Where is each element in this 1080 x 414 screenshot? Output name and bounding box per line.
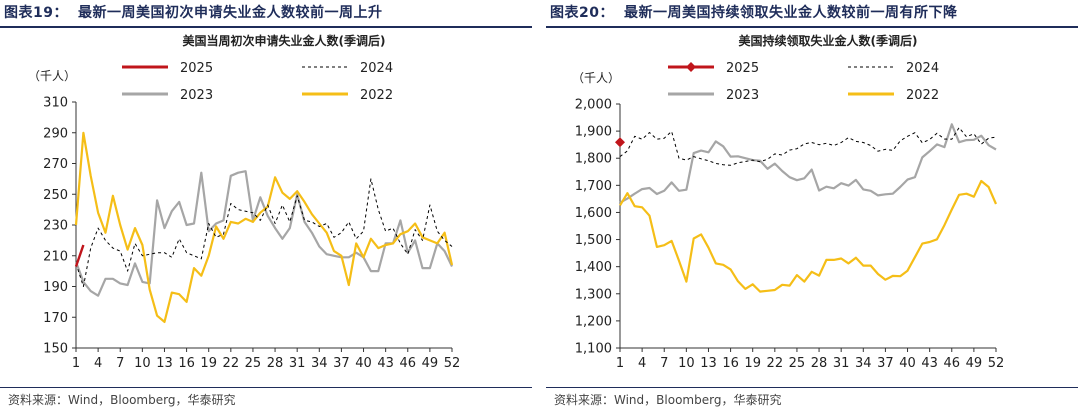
x-tick-label: 40 [355,356,372,371]
series-line-2025 [74,244,85,267]
series-line-2023 [619,123,997,204]
x-tick-label: 22 [223,356,240,371]
y-tick-label: 210 [43,249,68,264]
legend-label-2024: 2024 [360,61,393,76]
source-note: 资料来源：Wind，Bloomberg，华泰研究 [8,393,236,407]
x-tick-label: 10 [678,356,695,371]
x-tick-label: 13 [700,356,717,371]
x-tick-label: 31 [833,356,850,371]
figure-caption: 最新一周美国初次申请失业金人数较前一周上升 [77,5,383,21]
y-tick-label: 1,300 [575,287,612,302]
bottom-rule [0,387,532,388]
x-tick-label: 4 [94,356,102,371]
continuing-claims-chart: 美国持续领取失业金人数(季调后) （千人） 1,100 1,200 1,300 1,400… [572,33,1005,371]
y-tick-label: 1,900 [575,125,612,140]
legend-marker-2025 [686,62,696,72]
y-tick-label: 1,600 [575,206,612,221]
x-tick-label: 28 [811,356,828,371]
y-tick-label: 170 [43,311,68,326]
x-tick-label: 19 [200,356,217,371]
x-tick-label: 52 [444,356,461,371]
series-line-2022 [619,179,998,293]
series-line-2022 [74,131,454,323]
x-tick-label: 37 [333,356,350,371]
y-tick-label: 1,100 [575,342,612,357]
chart-panel-continuing-claims: 图表20： 最新一周美国持续领取失业金人数较前一周有所下降 美国持续领取失业金人数… [546,0,1078,414]
x-tick-label: 46 [943,356,960,371]
chart-title: 美国持续领取失业金人数(季调后) [739,33,918,48]
legend-label-2025: 2025 [726,61,759,76]
legend-label-2023: 2023 [726,88,759,103]
chart-title: 美国当周初次申请失业金人数(季调后) [183,33,386,48]
x-tick-label: 19 [744,356,761,371]
x-tick-label: 34 [855,356,872,371]
x-tick-label: 28 [267,356,284,371]
x-tick-label: 1 [72,356,80,371]
x-tick-label: 49 [422,356,439,371]
y-tick-label: 150 [43,342,68,357]
x-tick-label: 10 [134,356,151,371]
title-rule [0,26,532,28]
chart-panel-initial-claims: 图表19： 最新一周美国初次申请失业金人数较前一周上升 美国当周初次申请失业金人数… [0,0,532,414]
x-tick-label: 4 [638,356,646,371]
y-tick-label: 1,400 [575,260,612,275]
figure-title: 图表19： 最新一周美国初次申请失业金人数较前一周上升 [4,2,392,22]
title-rule [546,26,1078,28]
legend-label-2025: 2025 [180,61,213,76]
x-tick-label: 7 [116,356,124,371]
x-tick-label: 43 [921,356,938,371]
series-line-2024 [619,127,997,166]
x-tick-label: 25 [789,356,806,371]
x-tick-label: 34 [311,356,328,371]
x-tick-label: 52 [988,356,1005,371]
y-tick-label: 1,700 [575,179,612,194]
x-tick-label: 1 [616,356,624,371]
x-tick-label: 46 [399,356,416,371]
x-tick-label: 7 [660,356,668,371]
legend-label-2022: 2022 [906,88,939,103]
legend-label-2023: 2023 [180,88,213,103]
y-tick-label: 1,500 [575,233,612,248]
x-tick-label: 49 [966,356,983,371]
y-tick-label: 1,200 [575,314,612,329]
figure-caption: 最新一周美国持续领取失业金人数较前一周有所下降 [623,5,958,21]
x-tick-label: 13 [156,356,173,371]
x-tick-label: 22 [767,356,784,371]
legend-label-2024: 2024 [906,61,939,76]
y-tick-label: 290 [43,126,68,141]
x-tick-label: 16 [722,356,739,371]
x-tick-label: 37 [877,356,894,371]
y-tick-label: 310 [43,96,68,111]
y-tick-label: 190 [43,280,68,295]
bottom-rule [546,387,1078,388]
legend-label-2022: 2022 [360,88,393,103]
y-tick-label: 2,000 [575,98,612,113]
source-note: 资料来源：Wind，Bloomberg，华泰研究 [554,393,782,407]
series-line-2024 [75,178,453,287]
x-tick-label: 43 [377,356,394,371]
y-unit-label: （千人） [28,69,76,83]
figure-title: 图表20： 最新一周美国持续领取失业金人数较前一周有所下降 [550,2,967,22]
initial-claims-chart: 美国当周初次申请失业金人数(季调后) （千人） 150 170 190 210 230 250… [28,33,461,371]
y-tick-label: 230 [43,219,68,234]
x-tick-label: 31 [289,356,306,371]
y-tick-label: 1,800 [575,152,612,167]
figure-label: 图表20： [550,5,614,21]
y-tick-label: 270 [43,157,68,172]
figure-label: 图表19： [4,5,68,21]
y-tick-label: 250 [43,188,68,203]
y-unit-label: （千人） [572,71,620,85]
x-tick-label: 40 [899,356,916,371]
x-tick-label: 16 [178,356,195,371]
x-tick-label: 25 [245,356,262,371]
series-marker-2025 [615,137,625,148]
